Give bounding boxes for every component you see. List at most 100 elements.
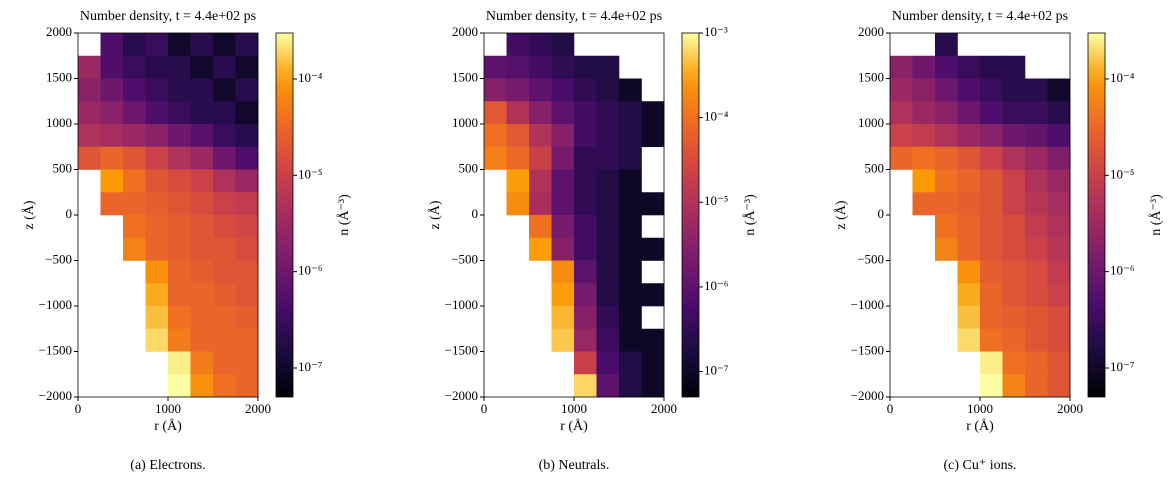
density-cell <box>957 283 981 307</box>
density-cell <box>574 192 597 216</box>
y-tick-label: −1500 <box>445 342 478 357</box>
density-cell <box>596 374 620 398</box>
density-cell <box>619 215 642 239</box>
density-cell <box>1002 237 1026 261</box>
density-cell <box>484 78 507 102</box>
density-cell <box>574 101 597 125</box>
y-tick-label: 500 <box>459 160 479 175</box>
density-cell <box>190 192 214 216</box>
density-cell <box>574 237 597 261</box>
x-tick-label: 0 <box>887 401 894 416</box>
density-cell <box>596 169 620 193</box>
density-cell <box>596 146 620 170</box>
density-cell <box>1002 215 1026 239</box>
density-cell <box>641 351 665 375</box>
density-cell <box>1047 351 1071 375</box>
density-cell <box>235 55 259 79</box>
density-cell <box>145 55 169 79</box>
density-cell <box>935 169 958 193</box>
density-cell <box>190 260 214 284</box>
colorbar-label: n (Å⁻³) <box>742 194 758 236</box>
density-cell <box>190 328 214 352</box>
density-cell <box>551 306 575 330</box>
density-cell <box>213 283 236 307</box>
y-tick-label: 0 <box>878 206 885 221</box>
density-cell <box>574 374 597 398</box>
density-cell <box>935 215 958 239</box>
density-cell <box>551 192 575 216</box>
density-cell <box>1025 78 1048 102</box>
density-cell <box>551 283 575 307</box>
density-cell <box>168 146 191 170</box>
colorbar-tick-label: 10⁻⁵ <box>298 166 322 181</box>
density-cell <box>168 260 191 284</box>
density-cell <box>980 260 1003 284</box>
density-cell <box>912 78 936 102</box>
density-cell <box>1002 374 1026 398</box>
density-cell <box>980 328 1003 352</box>
density-cell <box>890 78 913 102</box>
density-cell <box>506 124 530 148</box>
density-cell <box>619 192 642 216</box>
density-cell <box>1025 101 1048 125</box>
density-cell <box>890 124 913 148</box>
density-cell <box>190 237 214 261</box>
density-cell <box>619 124 642 148</box>
density-cell <box>190 215 214 239</box>
density-cell <box>123 192 146 216</box>
density-cell <box>980 78 1003 102</box>
x-tick-label: 2000 <box>1057 401 1083 416</box>
density-cell <box>1047 328 1071 352</box>
density-cell <box>529 169 552 193</box>
density-cell <box>957 192 981 216</box>
chart-title: Number density, t = 4.4e+02 ps <box>892 9 1068 24</box>
density-cell <box>168 55 191 79</box>
colorbar-tick-label: 10⁻³ <box>704 24 728 39</box>
density-cell <box>100 124 124 148</box>
density-cell <box>100 55 124 79</box>
y-tick-label: −1000 <box>445 297 478 312</box>
colorbar <box>275 32 294 398</box>
density-cell <box>596 192 620 216</box>
density-cell <box>574 215 597 239</box>
density-cell <box>168 192 191 216</box>
density-cell <box>551 101 575 125</box>
density-cell <box>935 55 958 79</box>
density-cell <box>190 33 214 57</box>
caption: (b) Neutrals. <box>539 458 610 473</box>
density-cell <box>641 124 665 148</box>
density-cell <box>235 283 259 307</box>
density-cell <box>213 169 236 193</box>
density-cell <box>912 169 936 193</box>
density-cell <box>1002 55 1026 79</box>
density-cell <box>641 101 665 125</box>
density-cell <box>100 192 124 216</box>
y-tick-label: −500 <box>857 251 884 266</box>
density-cell <box>619 283 642 307</box>
density-cell <box>190 124 214 148</box>
density-cell <box>574 169 597 193</box>
density-cell <box>551 146 575 170</box>
density-cell <box>1002 328 1026 352</box>
density-cell <box>506 33 530 57</box>
density-cell <box>1002 260 1026 284</box>
density-cell <box>957 169 981 193</box>
density-cell <box>935 124 958 148</box>
density-cell <box>78 124 101 148</box>
density-cell <box>551 78 575 102</box>
caption: (c) Cu⁺ ions. <box>943 458 1016 473</box>
density-cell <box>529 124 552 148</box>
density-cell <box>596 237 620 261</box>
density-cell <box>890 55 913 79</box>
density-cell <box>935 101 958 125</box>
y-tick-label: 1000 <box>46 115 72 130</box>
colorbar-tick-label: 10⁻⁵ <box>704 193 728 208</box>
density-cell <box>935 237 958 261</box>
density-cell <box>1047 101 1071 125</box>
density-cell <box>168 215 191 239</box>
density-cell <box>596 328 620 352</box>
density-cell <box>235 101 259 125</box>
density-cell <box>1025 306 1048 330</box>
y-tick-label: −1000 <box>39 297 72 312</box>
density-cell <box>78 146 101 170</box>
